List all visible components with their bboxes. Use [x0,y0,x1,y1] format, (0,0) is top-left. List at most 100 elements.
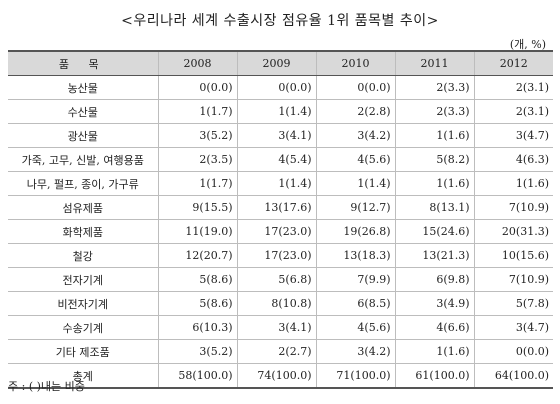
cell-value: 5(7.8) [473,291,553,316]
cell-value: 4(6.6) [394,315,474,340]
header-year-2011: 2011 [394,50,474,76]
cell-value: 13(21.3) [394,243,474,268]
cell-value: 10(15.6) [473,243,553,268]
cell-value: 1(1.4) [315,171,395,196]
header-year-2010: 2010 [315,50,395,76]
cell-value: 3(4.1) [236,123,316,148]
cell-value: 1(1.4) [236,171,316,196]
cell-value: 2(3.1) [473,99,553,124]
cell-value: 2(3.3) [394,75,474,100]
row-item-label: 전자기계 [8,267,158,292]
cell-value: 2(3.5) [157,147,237,172]
cell-value: 7(10.9) [473,195,553,220]
cell-value: 5(8.2) [394,147,474,172]
cell-value: 5(6.8) [236,267,316,292]
cell-value: 1(1.6) [394,123,474,148]
cell-value: 1(1.6) [394,171,474,196]
row-item-label: 철강 [8,243,158,268]
cell-value: 20(31.3) [473,219,553,244]
cell-value: 1(1.7) [157,99,237,124]
cell-value: 4(5.4) [236,147,316,172]
cell-value: 11(19.0) [157,219,237,244]
row-item-label: 섬유제품 [8,195,158,220]
cell-value: 8(10.8) [236,291,316,316]
table-title: <우리나라 세계 수출시장 점유율 1위 품목별 추이> [121,13,439,29]
cell-value: 3(5.2) [157,123,237,148]
cell-value: 61(100.0) [394,363,474,389]
cell-value: 3(4.7) [473,123,553,148]
cell-value: 6(10.3) [157,315,237,340]
cell-value: 74(100.0) [236,363,316,389]
row-item-label: 비전자기계 [8,291,158,316]
cell-value: 2(2.7) [236,339,316,364]
table-row: 전자기계 5(8.6) 5(6.8) 7(9.9) 6(9.8) 7(10.9) [8,267,553,292]
total-row: 총계 58(100.0) 74(100.0) 71(100.0) 61(100.0) 64… [8,363,553,389]
cell-value: 3(4.7) [473,315,553,340]
cell-value: 0(0.0) [315,75,395,100]
table-row: 수송기계 6(10.3) 3(4.1) 4(5.6) 4(6.6) 3(4.7) [8,315,553,340]
cell-value: 7(9.9) [315,267,395,292]
table-row: 나무, 펄프, 종이, 가구류 1(1.7) 1(1.4) 1(1.4) 1(1.6) 1… [8,171,553,196]
row-item-label: 수송기계 [8,315,158,340]
table-header-row: 품 목 2008 2009 2010 2011 2012 [8,50,553,76]
cell-value: 3(4.2) [315,123,395,148]
row-item-label: 나무, 펄프, 종이, 가구류 [8,171,158,196]
cell-value: 3(4.1) [236,315,316,340]
cell-value: 12(20.7) [157,243,237,268]
cell-value: 0(0.0) [157,75,237,100]
cell-value: 7(10.9) [473,267,553,292]
cell-value: 19(26.8) [315,219,395,244]
cell-value: 4(5.6) [315,315,395,340]
cell-value: 4(6.3) [473,147,553,172]
table-row: 가죽, 고무, 신발, 여행용품 2(3.5) 4(5.4) 4(5.6) 5(8.2)… [8,147,553,172]
cell-value: 0(0.0) [473,339,553,364]
cell-value: 3(4.9) [394,291,474,316]
table-body: 농산물 0(0.0) 0(0.0) 0(0.0) 2(3.3) 2(3.1) 수산물 1(1.… [8,75,553,389]
cell-value: 15(24.6) [394,219,474,244]
row-item-label: 기타 제조품 [8,339,158,364]
table-row: 철강 12(20.7) 17(23.0) 13(18.3) 13(21.3) 10(15.… [8,243,553,268]
cell-value: 2(3.3) [394,99,474,124]
header-year-2008: 2008 [157,50,237,76]
export-share-table: 품 목 2008 2009 2010 2011 2012 농산물 0(0.0) 0(… [8,50,553,389]
cell-value: 2(3.1) [473,75,553,100]
cell-value: 3(5.2) [157,339,237,364]
header-year-2009: 2009 [236,50,316,76]
cell-value: 17(23.0) [236,219,316,244]
cell-value: 9(12.7) [315,195,395,220]
cell-value: 13(18.3) [315,243,395,268]
table-row: 섬유제품 9(15.5) 13(17.6) 9(12.7) 8(13.1) 7(10.9) [8,195,553,220]
table-row: 비전자기계 5(8.6) 8(10.8) 6(8.5) 3(4.9) 5(7.8) [8,291,553,316]
cell-value: 17(23.0) [236,243,316,268]
cell-value: 4(5.6) [315,147,395,172]
row-item-label: 화학제품 [8,219,158,244]
footnote: 주 : ( )내는 비중 [8,380,85,393]
header-item: 품 목 [8,50,158,76]
cell-value: 1(1.7) [157,171,237,196]
row-item-label: 수산물 [8,99,158,124]
cell-value: 9(15.5) [157,195,237,220]
unit-label: (개, %) [509,38,546,51]
cell-value: 1(1.6) [394,339,474,364]
table-row: 화학제품 11(19.0) 17(23.0) 19(26.8) 15(24.6) 20(3… [8,219,553,244]
cell-value: 1(1.6) [473,171,553,196]
row-item-label: 총계 [8,363,158,389]
cell-value: 5(8.6) [157,291,237,316]
cell-value: 71(100.0) [315,363,395,389]
cell-value: 1(1.4) [236,99,316,124]
header-year-2012: 2012 [473,50,553,76]
cell-value: 13(17.6) [236,195,316,220]
cell-value: 0(0.0) [236,75,316,100]
row-item-label: 농산물 [8,75,158,100]
table-row: 기타 제조품 3(5.2) 2(2.7) 3(4.2) 1(1.6) 0(0.0) [8,339,553,364]
cell-value: 6(8.5) [315,291,395,316]
cell-value: 6(9.8) [394,267,474,292]
row-item-label: 가죽, 고무, 신발, 여행용품 [8,147,158,172]
table-row: 수산물 1(1.7) 1(1.4) 2(2.8) 2(3.3) 2(3.1) [8,99,553,124]
cell-value: 5(8.6) [157,267,237,292]
cell-value: 58(100.0) [157,363,237,389]
cell-value: 2(2.8) [315,99,395,124]
cell-value: 8(13.1) [394,195,474,220]
cell-value: 3(4.2) [315,339,395,364]
cell-value: 64(100.0) [473,363,553,389]
